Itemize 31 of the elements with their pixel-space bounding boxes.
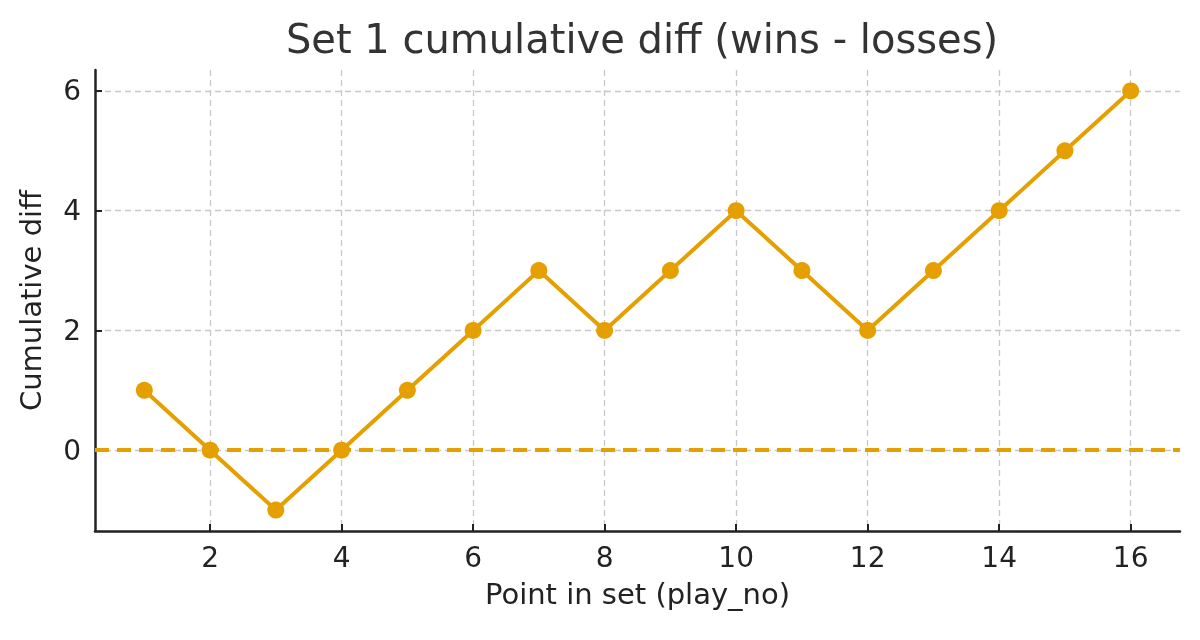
point	[990, 202, 1008, 220]
point	[464, 321, 482, 339]
y-tick-label: 6	[63, 74, 81, 108]
point	[924, 262, 942, 280]
point	[1056, 142, 1074, 160]
point	[201, 441, 219, 459]
point	[1122, 82, 1140, 100]
x-axis-title: Point in set (play_no)	[484, 576, 791, 611]
y-tick-label: 4	[63, 194, 81, 228]
point	[859, 321, 877, 339]
point	[727, 202, 745, 220]
point	[398, 381, 416, 399]
x-tick-label: 8	[595, 540, 614, 574]
y-tick-label: 2	[63, 313, 81, 347]
point	[661, 262, 679, 280]
y-axis-title: Cumulative diff	[13, 188, 48, 412]
point	[530, 262, 548, 280]
point	[596, 321, 614, 339]
point	[793, 262, 811, 280]
chart-title: Set 1 cumulative diff (wins - losses)	[285, 16, 999, 62]
point	[267, 501, 285, 519]
point	[135, 381, 153, 399]
x-tick-label: 4	[332, 540, 351, 574]
point	[333, 441, 351, 459]
x-tick-label: 6	[464, 540, 483, 574]
x-tick-label: 2	[201, 540, 219, 574]
x-tick-label: 16	[1112, 540, 1149, 574]
x-tick-label: 10	[718, 540, 754, 574]
x-tick-label: 12	[849, 540, 886, 574]
x-tick-label: 14	[981, 540, 1017, 574]
y-tick-label: 0	[63, 433, 81, 467]
